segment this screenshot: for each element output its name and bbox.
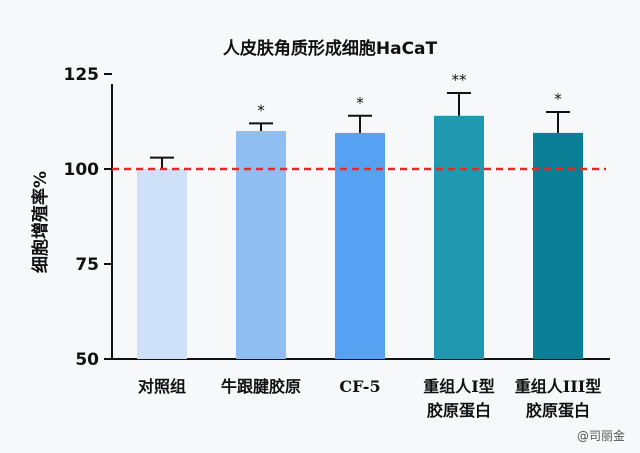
y-axis-label: 细胞增殖率% xyxy=(30,171,51,273)
bars xyxy=(137,115,583,359)
bar xyxy=(434,115,484,359)
x-category-label: 牛跟腱胶原 xyxy=(221,377,301,396)
y-tick-label: 125 xyxy=(64,65,100,85)
bar xyxy=(335,132,385,359)
significance-marker: ** xyxy=(452,71,468,89)
bar xyxy=(236,131,286,359)
x-category-label: 对照组 xyxy=(138,377,186,396)
bar xyxy=(137,169,187,359)
y-axis-ticks: 50 75 100 125 xyxy=(64,65,112,370)
x-category-label: 重组人I型 xyxy=(423,377,495,396)
significance-markers: * **** xyxy=(257,71,562,119)
error-bars xyxy=(150,92,570,169)
x-category-label: 胶原蛋白 xyxy=(427,401,491,420)
x-category-label: 胶原蛋白 xyxy=(526,401,590,420)
significance-marker: * xyxy=(356,94,364,112)
significance-marker: * xyxy=(257,101,265,119)
x-category-label: CF-5 xyxy=(339,377,380,396)
chart-title: 人皮肤角质形成细胞HaCaT xyxy=(223,38,438,59)
significance-marker: * xyxy=(554,90,562,108)
bar xyxy=(533,132,583,359)
x-category-label: 重组人III型 xyxy=(515,377,601,396)
y-tick-label: 75 xyxy=(75,255,99,275)
y-tick-label: 100 xyxy=(64,160,100,180)
watermark-text: @司丽金 xyxy=(577,428,625,443)
y-tick-label: 50 xyxy=(75,350,99,370)
